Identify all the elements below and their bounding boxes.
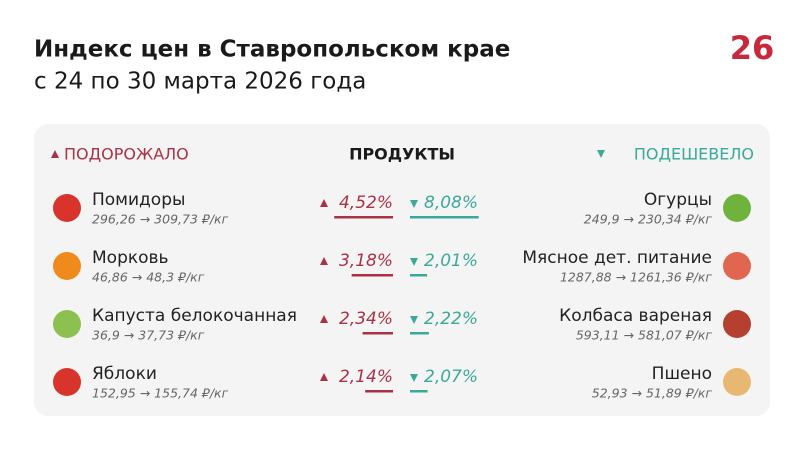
change-up: 2,14% bbox=[339, 367, 393, 387]
change-down-bar bbox=[410, 216, 479, 219]
change-down-bar bbox=[410, 274, 428, 277]
change-up-bar bbox=[351, 274, 393, 277]
down-arrow bbox=[410, 258, 418, 266]
change-up-bar bbox=[362, 332, 393, 335]
product-name: Мясное дет. питание bbox=[522, 248, 712, 268]
panel bbox=[34, 124, 770, 416]
change-down: 8,08% bbox=[424, 193, 478, 213]
product-prices: 593,11 → 581,07 ₽/кг bbox=[576, 328, 713, 343]
product-prices: 46,86 → 48,3 ₽/кг bbox=[92, 270, 205, 285]
change-up-bar bbox=[334, 216, 393, 219]
up-arrow bbox=[320, 315, 328, 323]
down-arrow bbox=[410, 374, 418, 382]
change-up: 2,34% bbox=[339, 309, 393, 329]
product-prices: 36,9 → 37,73 ₽/кг bbox=[92, 328, 205, 343]
product-icon bbox=[53, 368, 81, 396]
change-down-bar bbox=[410, 390, 428, 393]
product-icon bbox=[723, 368, 751, 396]
product-icon bbox=[723, 252, 751, 280]
product-name: Пшено bbox=[652, 364, 712, 384]
subtitle: с 24 по 30 марта 2026 года bbox=[34, 69, 366, 95]
product-name: Колбаса вареная bbox=[559, 306, 712, 326]
down-arrow bbox=[410, 316, 418, 324]
up-arrow bbox=[320, 257, 328, 265]
product-prices: 296,26 → 309,73 ₽/кг bbox=[92, 212, 229, 227]
up-arrow bbox=[51, 150, 59, 158]
down-arrow bbox=[597, 150, 605, 158]
change-down: 2,01% bbox=[424, 251, 478, 271]
product-icon bbox=[723, 194, 751, 222]
change-up-bar bbox=[365, 390, 393, 393]
change-down: 2,07% bbox=[424, 367, 478, 387]
product-prices: 52,93 → 51,89 ₽/кг bbox=[592, 386, 713, 401]
change-down-bar bbox=[410, 332, 429, 335]
product-icon bbox=[53, 252, 81, 280]
product-name: Морковь bbox=[92, 248, 169, 268]
up-header: ПОДОРОЖАЛО bbox=[64, 145, 189, 164]
product-icon bbox=[53, 194, 81, 222]
change-up: 4,52% bbox=[339, 193, 393, 213]
products-header: ПРОДУКТЫ bbox=[349, 145, 455, 164]
product-prices: 1287,88 → 1261,36 ₽/кг bbox=[560, 270, 712, 285]
product-prices: 152,95 → 155,74 ₽/кг bbox=[92, 386, 229, 401]
down-header: ПОДЕШЕВЕЛО bbox=[634, 145, 754, 164]
product-name: Помидоры bbox=[92, 190, 185, 210]
product-icon bbox=[723, 310, 751, 338]
product-name: Капуста белокочанная bbox=[92, 306, 297, 326]
change-down: 2,22% bbox=[424, 309, 478, 329]
title: Индекс цен в Ставропольском крае bbox=[34, 37, 510, 63]
product-name: Огурцы bbox=[644, 190, 712, 210]
product-icon bbox=[53, 310, 81, 338]
change-up: 3,18% bbox=[339, 251, 393, 271]
up-arrow bbox=[320, 373, 328, 381]
up-arrow bbox=[320, 199, 328, 207]
down-arrow bbox=[410, 200, 418, 208]
product-name: Яблоки bbox=[92, 364, 157, 384]
logo: 26 bbox=[730, 29, 775, 67]
product-prices: 249,9 → 230,34 ₽/кг bbox=[584, 212, 713, 227]
